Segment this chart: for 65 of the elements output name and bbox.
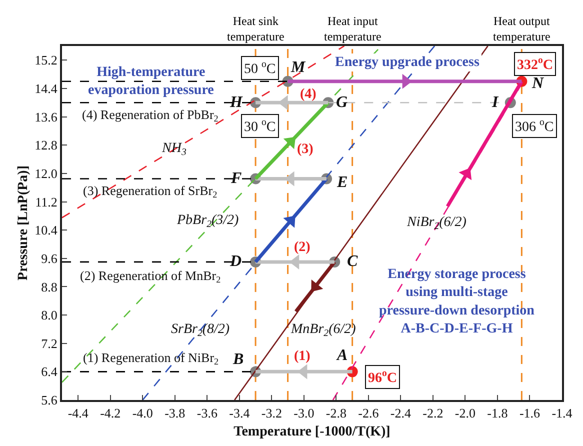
x-tick-label: -2.0 xyxy=(454,406,476,421)
x-tick-label: -4.0 xyxy=(132,406,153,421)
x-tick-label: -1.4 xyxy=(552,406,573,421)
annotation: C xyxy=(347,253,358,270)
annotation: I xyxy=(491,94,499,111)
annotation: High-temperature evaporation pressure xyxy=(88,65,214,98)
y-tick-label: 14.4 xyxy=(34,81,58,96)
annotation: A xyxy=(336,347,348,364)
y-tick-label: 6.4 xyxy=(41,364,58,380)
annotation: 30 $^{o}$C xyxy=(244,117,276,135)
x-tick-label: -3.8 xyxy=(164,406,186,421)
annotation: MnBr$_{2}$(6/2) xyxy=(290,322,356,339)
annotation: Energy upgrade process xyxy=(335,55,480,70)
annotation: (3) xyxy=(297,142,314,157)
x-tick-label: -1.8 xyxy=(487,406,508,421)
annotation: 332$^{o}$C xyxy=(517,55,554,73)
annotation: (2) xyxy=(294,240,311,255)
x-tick-label: -3.6 xyxy=(196,406,218,421)
x-tick-label: -3.2 xyxy=(261,406,282,421)
annotation: Energy storage process using multi-stage pressure-down desorption A-B-C-D-E-F-G-H xyxy=(379,267,535,337)
annotation: N xyxy=(531,75,545,92)
annotation: 96$^{o}$C xyxy=(368,368,398,386)
annotation: (1) Regeneration of NiBr$_{2}$ xyxy=(83,350,220,367)
y-tick-label: 10.4 xyxy=(34,222,58,238)
annotation: D xyxy=(229,253,242,270)
annotation: (2) Regeneration of MnBr$_{2}$ xyxy=(80,268,222,285)
annotation: (4) xyxy=(300,87,317,102)
x-tick-label: -3.0 xyxy=(294,406,314,421)
annotation: SrBr$_{2}$(8/2) xyxy=(171,322,230,339)
annotation: B xyxy=(232,351,244,368)
y-tick-label: 15.2 xyxy=(34,52,58,68)
annotation: H xyxy=(229,94,243,111)
annotation: NH$_{3}$ xyxy=(161,141,186,158)
annotation: (3) Regeneration of SrBr$_{2}$ xyxy=(83,183,218,200)
x-tick-label: -3.4 xyxy=(229,406,250,421)
annotation: (4) Regeneration of PbBr$_{2}$ xyxy=(82,107,219,124)
annotation: (1) xyxy=(294,349,311,364)
annotation: PbBr$_{2}$(3/2) xyxy=(176,213,240,230)
y-tick-label: 7.2 xyxy=(41,336,58,351)
annotation: E xyxy=(336,174,348,191)
y-axis-title: Pressure [LnP(Pa)] xyxy=(16,166,31,280)
ref-line-label: Heat output temperature xyxy=(493,14,550,44)
annotation: 306 $^{o}$C xyxy=(515,117,554,135)
y-tick-label: 8.0 xyxy=(41,308,58,323)
y-tick-label: 12.0 xyxy=(34,166,58,181)
x-tick-label: -2.2 xyxy=(422,406,444,421)
y-tick-label: 12.8 xyxy=(34,138,58,153)
y-tick-label: 5.6 xyxy=(41,392,58,408)
y-tick-label: 13.6 xyxy=(34,109,58,124)
x-tick-label: -2.4 xyxy=(390,406,412,421)
ref-line-label: Heat input temperature xyxy=(324,14,382,44)
y-tick-label: 11.2 xyxy=(35,194,58,210)
annotation: F xyxy=(230,170,242,187)
x-tick-label: -2.6 xyxy=(358,406,380,421)
annotation: M xyxy=(290,59,306,76)
ref-line-label: Heat sink temperature xyxy=(227,14,284,44)
y-tick-label: 9.6 xyxy=(41,250,58,266)
annotation: 50 $^{o}$C xyxy=(244,59,276,77)
x-tick-label: -4.2 xyxy=(100,406,121,421)
x-axis-title: Temperature [-1000/T(K)] xyxy=(234,424,390,440)
x-tick-label: -2.8 xyxy=(326,406,346,421)
x-tick-label: -1.6 xyxy=(519,406,541,421)
y-tick-label: 8.8 xyxy=(41,279,58,294)
x-tick-label: -4.4 xyxy=(68,406,89,421)
annotation: G xyxy=(336,94,348,111)
